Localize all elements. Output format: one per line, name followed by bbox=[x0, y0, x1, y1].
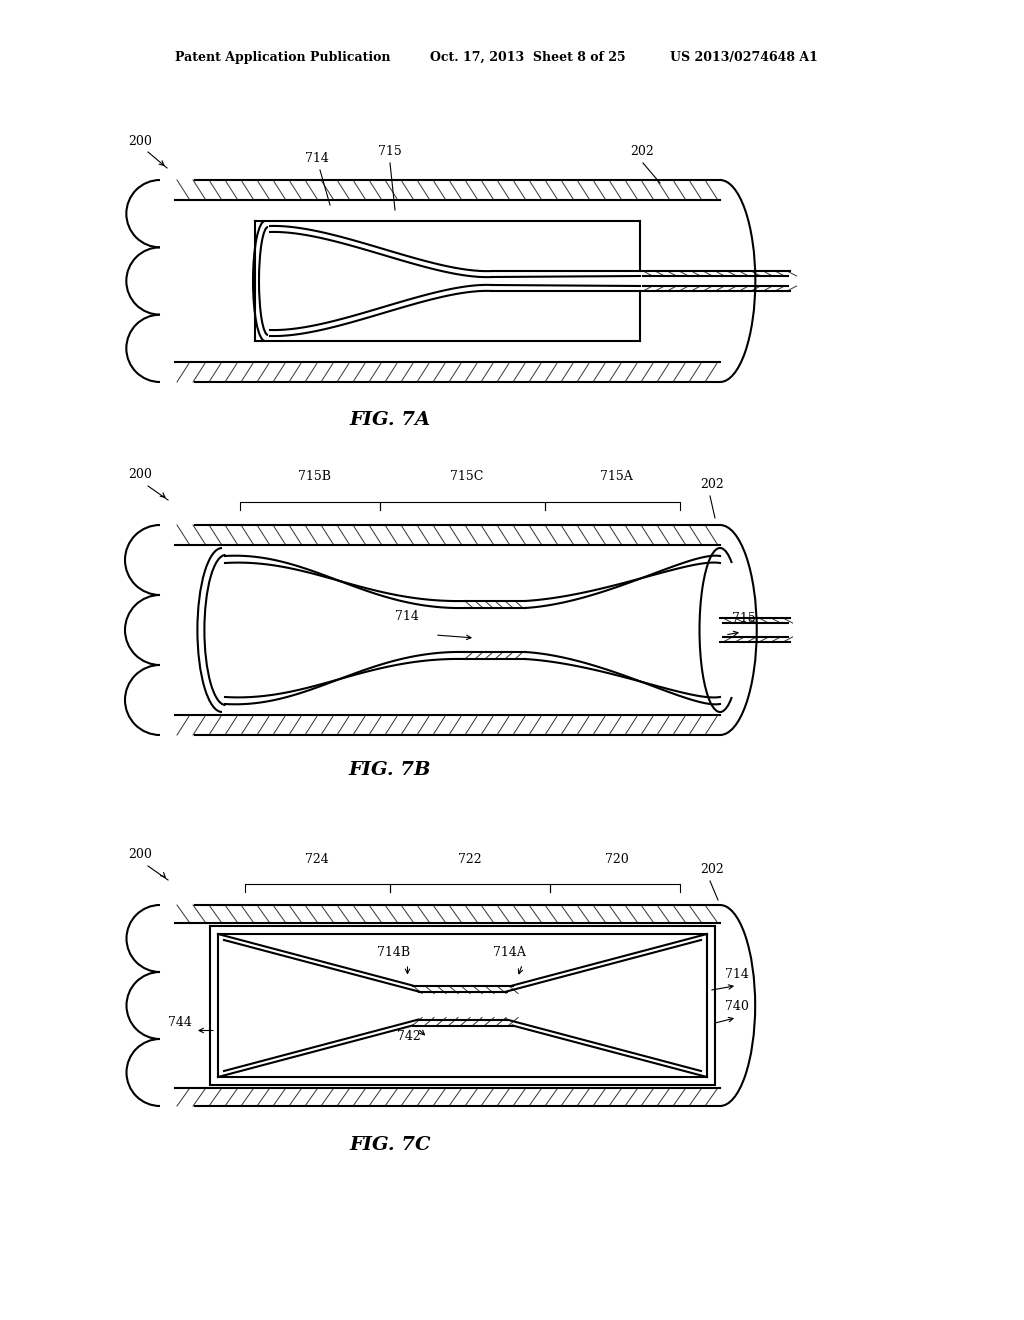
Text: 722: 722 bbox=[458, 853, 481, 866]
Text: 202: 202 bbox=[700, 863, 724, 876]
Text: 200: 200 bbox=[128, 847, 152, 861]
Text: Patent Application Publication: Patent Application Publication bbox=[175, 50, 390, 63]
Text: 724: 724 bbox=[305, 853, 329, 866]
Text: 714: 714 bbox=[305, 152, 329, 165]
Text: 715C: 715C bbox=[450, 470, 483, 483]
Text: FIG. 7B: FIG. 7B bbox=[349, 762, 431, 779]
Text: 714A: 714A bbox=[493, 946, 525, 960]
Text: 742: 742 bbox=[397, 1031, 421, 1044]
Text: FIG. 7A: FIG. 7A bbox=[349, 411, 430, 429]
Text: 744: 744 bbox=[168, 1015, 191, 1028]
Text: 715A: 715A bbox=[600, 470, 633, 483]
Text: 720: 720 bbox=[605, 853, 629, 866]
Text: 740: 740 bbox=[725, 1001, 749, 1014]
Text: 715: 715 bbox=[732, 612, 756, 624]
Text: 202: 202 bbox=[700, 478, 724, 491]
Text: 714B: 714B bbox=[378, 946, 411, 960]
Text: 202: 202 bbox=[630, 145, 653, 158]
Text: 200: 200 bbox=[128, 135, 152, 148]
Text: US 2013/0274648 A1: US 2013/0274648 A1 bbox=[670, 50, 818, 63]
Text: 714: 714 bbox=[725, 968, 749, 981]
Text: 715: 715 bbox=[378, 145, 401, 158]
Text: FIG. 7C: FIG. 7C bbox=[349, 1137, 431, 1154]
Text: 714: 714 bbox=[395, 610, 419, 623]
Text: Oct. 17, 2013  Sheet 8 of 25: Oct. 17, 2013 Sheet 8 of 25 bbox=[430, 50, 626, 63]
Text: 200: 200 bbox=[128, 469, 152, 480]
Text: 715B: 715B bbox=[298, 470, 331, 483]
